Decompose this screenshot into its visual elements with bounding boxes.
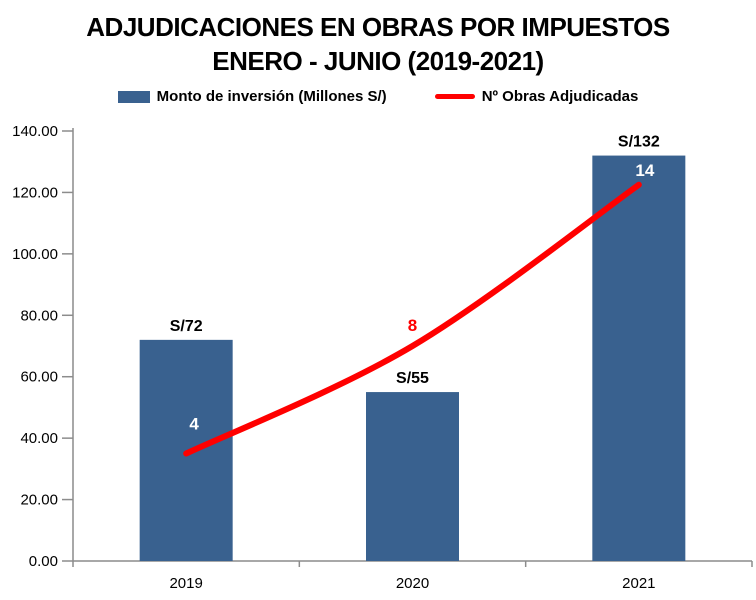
x-axis-label-2020: 2020 xyxy=(396,575,429,592)
y-axis-tick-label: 120.00 xyxy=(12,184,58,201)
bar-data-label-2019: S/72 xyxy=(170,318,203,335)
x-axis-label-2021: 2021 xyxy=(622,575,655,592)
y-axis-tick-label: 100.00 xyxy=(12,246,58,263)
y-axis-tick-label: 0.00 xyxy=(29,553,58,570)
y-axis-tick-label: 140.00 xyxy=(12,123,58,140)
line-data-label-2019: 4 xyxy=(189,415,199,434)
legend-label-bar-series: Monto de inversión (Millones S/) xyxy=(156,88,387,105)
y-axis-tick-label: 20.00 xyxy=(20,492,58,509)
chart-title: ADJUDICACIONES EN OBRAS POR IMPUESTOS EN… xyxy=(0,10,756,78)
y-axis-tick-label: 60.00 xyxy=(20,369,58,386)
legend-item-line-series: Nº Obras Adjudicadas xyxy=(434,88,639,105)
line-series-path xyxy=(183,181,642,457)
bar-series-swatch-icon xyxy=(117,90,150,103)
line-data-label-2020: 8 xyxy=(408,316,417,335)
bar-2020 xyxy=(366,392,459,561)
line-series-swatch-icon xyxy=(434,94,475,99)
line-data-label-2021: 14 xyxy=(635,161,654,180)
chart-title-line-1: ADJUDICACIONES EN OBRAS POR IMPUESTOS xyxy=(86,12,670,42)
bar-data-label-2020: S/55 xyxy=(396,370,429,387)
bar-data-label-2021: S/132 xyxy=(618,134,660,151)
bar-2021 xyxy=(592,155,686,562)
chart-title-line-2: ENERO - JUNIO (2019-2021) xyxy=(212,46,544,76)
y-axis-tick-label: 80.00 xyxy=(20,307,58,324)
x-axis-label-2019: 2019 xyxy=(169,575,202,592)
legend-label-line-series: Nº Obras Adjudicadas xyxy=(481,88,639,105)
y-axis-tick-label: 40.00 xyxy=(20,430,58,447)
legend-item-bar-series: Monto de inversión (Millones S/) xyxy=(117,88,387,105)
legend: Monto de inversión (Millones S/) Nº Obra… xyxy=(0,88,756,105)
